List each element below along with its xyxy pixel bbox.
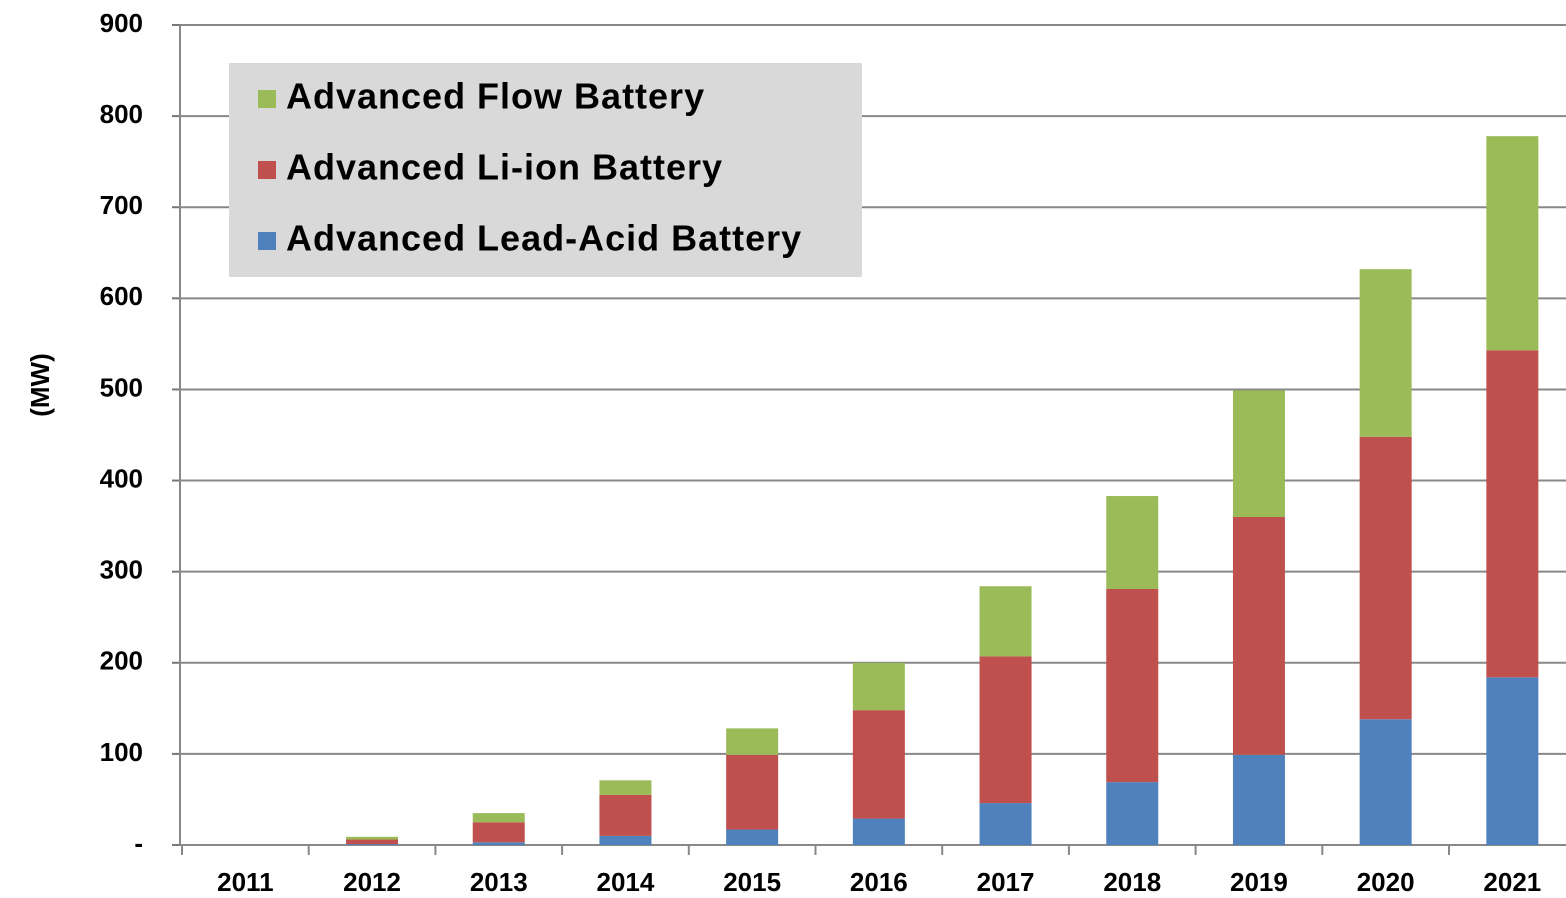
bar-segment: [1106, 588, 1159, 783]
bar-segment: [472, 822, 525, 843]
x-tick-label: 2012: [343, 867, 401, 897]
x-tick-label: 2017: [977, 867, 1035, 897]
y-axis-label: (MW): [25, 353, 55, 417]
y-tick-label: 900: [100, 8, 143, 38]
bar-segment: [1359, 719, 1412, 845]
bar-segment: [1106, 782, 1159, 845]
bar-segment: [346, 836, 399, 840]
y-tick-label: 500: [100, 372, 143, 402]
bar-segment: [979, 656, 1032, 804]
bar-segment: [472, 813, 525, 823]
y-tick-label: 300: [100, 555, 143, 585]
bar-segment: [599, 780, 652, 795]
bar-segment: [1359, 436, 1412, 720]
y-tick-label: -: [134, 828, 143, 858]
bar-segment: [1486, 677, 1539, 845]
x-tick-label: 2013: [470, 867, 528, 897]
x-tick-label: 2015: [723, 867, 781, 897]
bar-segment: [599, 794, 652, 836]
legend-box: [229, 63, 862, 277]
legend-swatch: [258, 232, 276, 250]
bar-segment: [472, 842, 525, 845]
x-tick-label: 2021: [1483, 867, 1541, 897]
bar-segment: [852, 710, 905, 819]
y-tick-label: 200: [100, 646, 143, 676]
y-tick-label: 400: [100, 463, 143, 493]
x-tick-label: 2020: [1357, 867, 1415, 897]
x-tick-label: 2016: [850, 867, 908, 897]
bar-segment: [1486, 350, 1539, 678]
legend-text: Advanced Lead-Acid Battery: [286, 218, 802, 259]
x-tick-label: 2019: [1230, 867, 1288, 897]
bar-segment: [979, 803, 1032, 845]
bar-segment: [726, 754, 779, 830]
bar-segment: [1486, 136, 1539, 351]
x-tick-label: 2018: [1103, 867, 1161, 897]
bar-segment: [1359, 269, 1412, 437]
y-tick-label: 600: [100, 281, 143, 311]
bar-segment: [1106, 496, 1159, 589]
x-tick-label: 2014: [597, 867, 655, 897]
x-tick-label: 2011: [217, 867, 273, 897]
bar-segment: [1232, 517, 1285, 755]
legend-swatch: [258, 161, 276, 179]
legend-text: Advanced Flow Battery: [286, 76, 705, 117]
y-tick-label: 700: [100, 190, 143, 220]
y-tick-label: 800: [100, 99, 143, 129]
bar-segment: [599, 835, 652, 845]
bar-segment: [346, 839, 399, 845]
bar-segment: [852, 818, 905, 845]
y-tick-label: 100: [100, 737, 143, 767]
bar-segment: [726, 728, 779, 755]
legend-swatch: [258, 90, 276, 108]
bar-segment: [1232, 754, 1285, 845]
bar-segment: [979, 586, 1032, 657]
bar-segment: [346, 844, 399, 845]
bar-segment: [1232, 390, 1285, 517]
legend-text: Advanced Li-ion Battery: [286, 147, 723, 188]
bar-segment: [852, 662, 905, 711]
bar-segment: [726, 829, 779, 845]
